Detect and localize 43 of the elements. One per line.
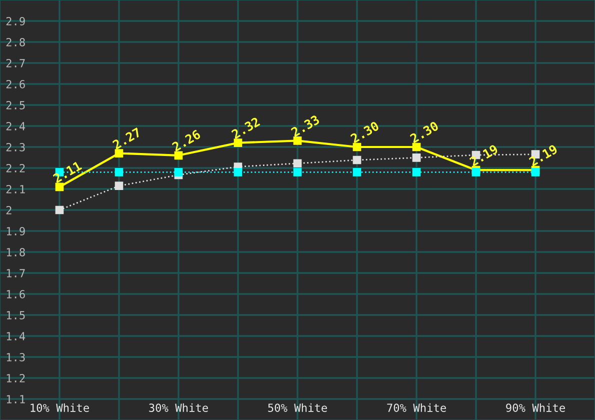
x-tick-label: 10% White [30, 403, 89, 412]
point [174, 168, 183, 176]
point [412, 154, 421, 162]
x-tick-label: 30% White [149, 403, 208, 412]
y-tick-label: 1.7 [6, 269, 25, 278]
point [293, 168, 302, 176]
y-tick-label: 2.6 [6, 80, 25, 88]
x-tick-label: 50% White [268, 403, 327, 412]
data-label: 2.11 [52, 160, 82, 184]
y-tick-label: 1.2 [6, 374, 25, 382]
y-tick-label: 2.2 [6, 164, 25, 172]
y-tick-label: 1.5 [6, 311, 25, 320]
point [114, 149, 124, 158]
y-tick-label: 1.1 [6, 395, 25, 404]
y-tick-label: 1.4 [6, 332, 26, 340]
point [174, 151, 183, 160]
x-tick-label: 90% White [506, 403, 565, 412]
y-tick-label: 2.7 [6, 59, 25, 68]
point [352, 156, 362, 164]
x-tick-label: 70% White [387, 403, 446, 412]
y-tick-label: 1.9 [6, 227, 25, 236]
y-tick-label: 2.3 [6, 143, 25, 152]
point [293, 136, 302, 145]
point [412, 168, 421, 176]
point [293, 159, 302, 168]
y-tick-label: 2.5 [6, 101, 25, 110]
y-tick-label: 1.8 [6, 248, 25, 256]
y-tick-label: 2.4 [6, 122, 26, 130]
y-tick-label: 2.1 [6, 185, 25, 194]
point [55, 182, 64, 192]
point [55, 206, 64, 214]
y-tick-label: 2 [6, 206, 12, 214]
point [234, 138, 242, 147]
point [531, 168, 540, 176]
point [472, 168, 480, 176]
point [114, 168, 124, 176]
point [114, 182, 124, 190]
point [234, 168, 242, 176]
y-tick-label: 2.9 [6, 17, 25, 26]
y-tick-label: 1.6 [6, 290, 25, 298]
point [352, 168, 362, 176]
y-tick-label: 2.8 [6, 38, 25, 46]
y-tick-label: 1.3 [6, 353, 25, 362]
